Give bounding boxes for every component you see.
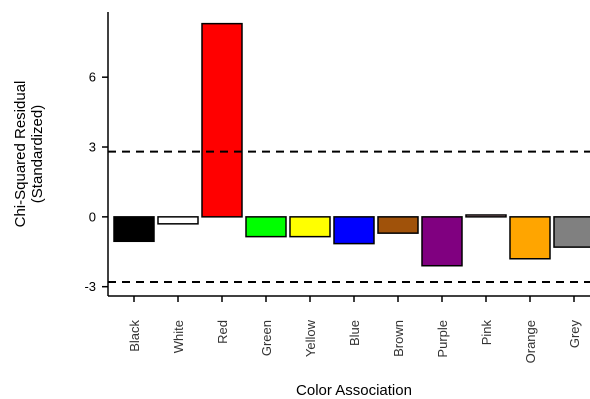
- y-tick-label: 6: [89, 70, 96, 85]
- x-axis-title: Color Association: [296, 382, 412, 399]
- y-axis-title-line1: Chi-Squared Residual: [12, 81, 29, 228]
- bars-group: [113, 22, 590, 267]
- y-tick-label: 0: [89, 209, 96, 224]
- x-ticks-group: Black White Red Green Yellow Blue Brown Purple P…: [127, 296, 582, 363]
- x-tick-label-grey: Grey: [567, 320, 582, 349]
- bar-purple: [421, 216, 463, 267]
- x-tick-label-blue: Blue: [347, 320, 362, 346]
- x-tick-label-green: Green: [259, 320, 274, 356]
- x-tick-label-purple: Purple: [435, 320, 450, 358]
- bar-blue: [333, 216, 375, 245]
- y-tick-label: -3: [84, 279, 96, 294]
- bar-pink: [465, 214, 507, 218]
- bar-red: [201, 22, 243, 218]
- y-tick-label: 3: [89, 140, 96, 155]
- bar-black: [113, 216, 155, 243]
- x-tick-label-yellow: Yellow: [303, 319, 318, 357]
- y-axis-title-line2: (Standardized): [29, 105, 46, 203]
- bar-brown: [377, 216, 419, 234]
- bar-white: [157, 216, 199, 225]
- x-tick-label-orange: Orange: [523, 320, 538, 363]
- bar-yellow: [289, 216, 331, 238]
- x-tick-label-red: Red: [215, 320, 230, 344]
- x-tick-label-white: White: [171, 320, 186, 353]
- bar-grey: [553, 216, 590, 248]
- y-ticks-group: -3 0 3 6: [84, 70, 108, 294]
- x-tick-label-black: Black: [127, 320, 142, 352]
- reference-lines-group: [108, 150, 590, 284]
- bar-green: [245, 216, 287, 238]
- x-tick-label-pink: Pink: [479, 320, 494, 346]
- bar-orange: [509, 216, 551, 260]
- x-tick-label-brown: Brown: [391, 320, 406, 357]
